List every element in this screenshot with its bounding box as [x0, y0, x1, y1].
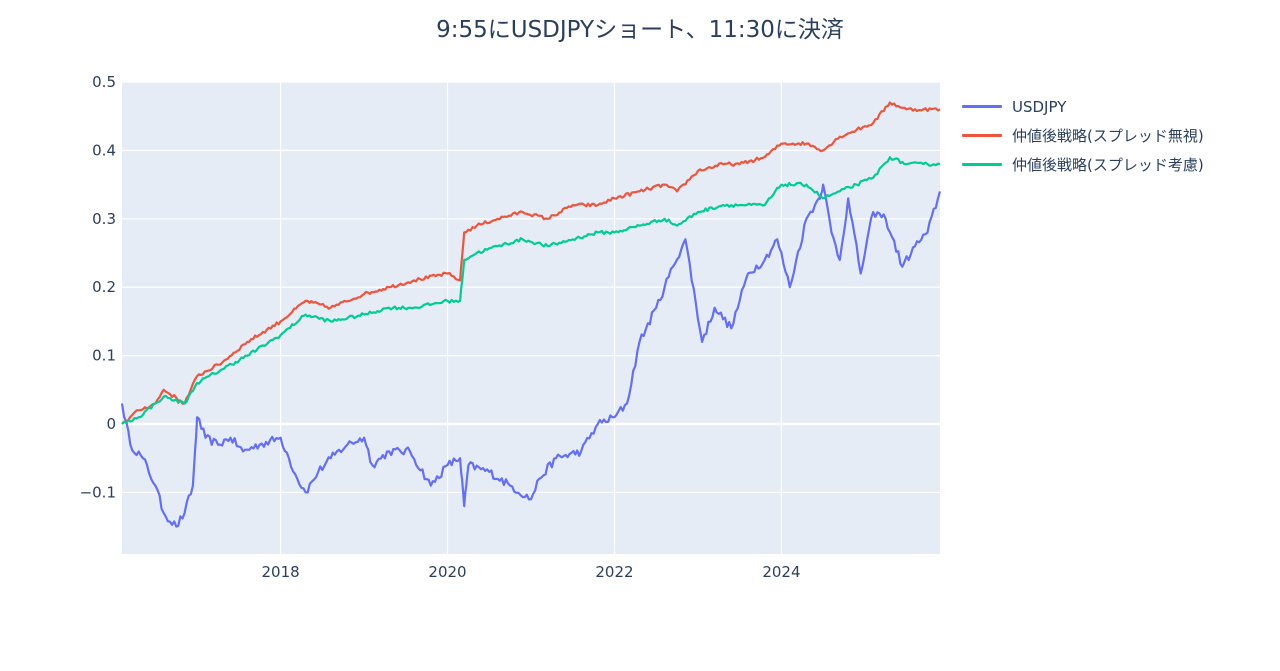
x-tick-label: 2022: [595, 563, 633, 581]
x-axis-ticks: 2018 2020 2022 2024: [261, 563, 800, 581]
legend-label: 仲値後戦略(スプレッド考慮): [1012, 156, 1204, 174]
legend-swatch: [962, 163, 1002, 166]
legend-item[interactable]: USDJPY: [962, 92, 1204, 121]
y-tick-label: 0.3: [92, 210, 116, 228]
x-tick-label: 2020: [428, 563, 466, 581]
legend-label: USDJPY: [1012, 97, 1067, 116]
chart-title: 9:55にUSDJPYショート、11:30に決済: [436, 17, 844, 43]
y-tick-label: 0.4: [92, 141, 116, 159]
series-line-1: [121, 101, 941, 425]
legend-swatch: [962, 105, 1002, 108]
legend-swatch: [962, 134, 1002, 137]
y-tick-label: 0.5: [92, 73, 116, 91]
y-tick-label: 0.2: [92, 278, 116, 296]
legend[interactable]: USDJPY 仲値後戦略(スプレッド無視) 仲値後戦略(スプレッド考慮): [962, 92, 1204, 179]
x-tick-label: 2024: [762, 563, 800, 581]
y-axis-ticks: −0.1 0 0.1 0.2 0.3 0.4 0.5: [80, 73, 116, 501]
series-line-0: [120, 183, 942, 528]
legend-label: 仲値後戦略(スプレッド無視): [1012, 127, 1204, 145]
x-tick-label: 2018: [261, 563, 299, 581]
legend-item[interactable]: 仲値後戦略(スプレッド考慮): [962, 150, 1204, 179]
series-lines: [120, 101, 942, 528]
y-tick-label: 0: [106, 415, 116, 433]
series-line-2: [121, 156, 941, 425]
plot-area: [122, 82, 940, 554]
legend-item[interactable]: 仲値後戦略(スプレッド無視): [962, 121, 1204, 150]
grid-lines: [122, 81, 940, 554]
y-tick-label: 0.1: [92, 347, 116, 365]
y-tick-label: −0.1: [80, 483, 116, 501]
